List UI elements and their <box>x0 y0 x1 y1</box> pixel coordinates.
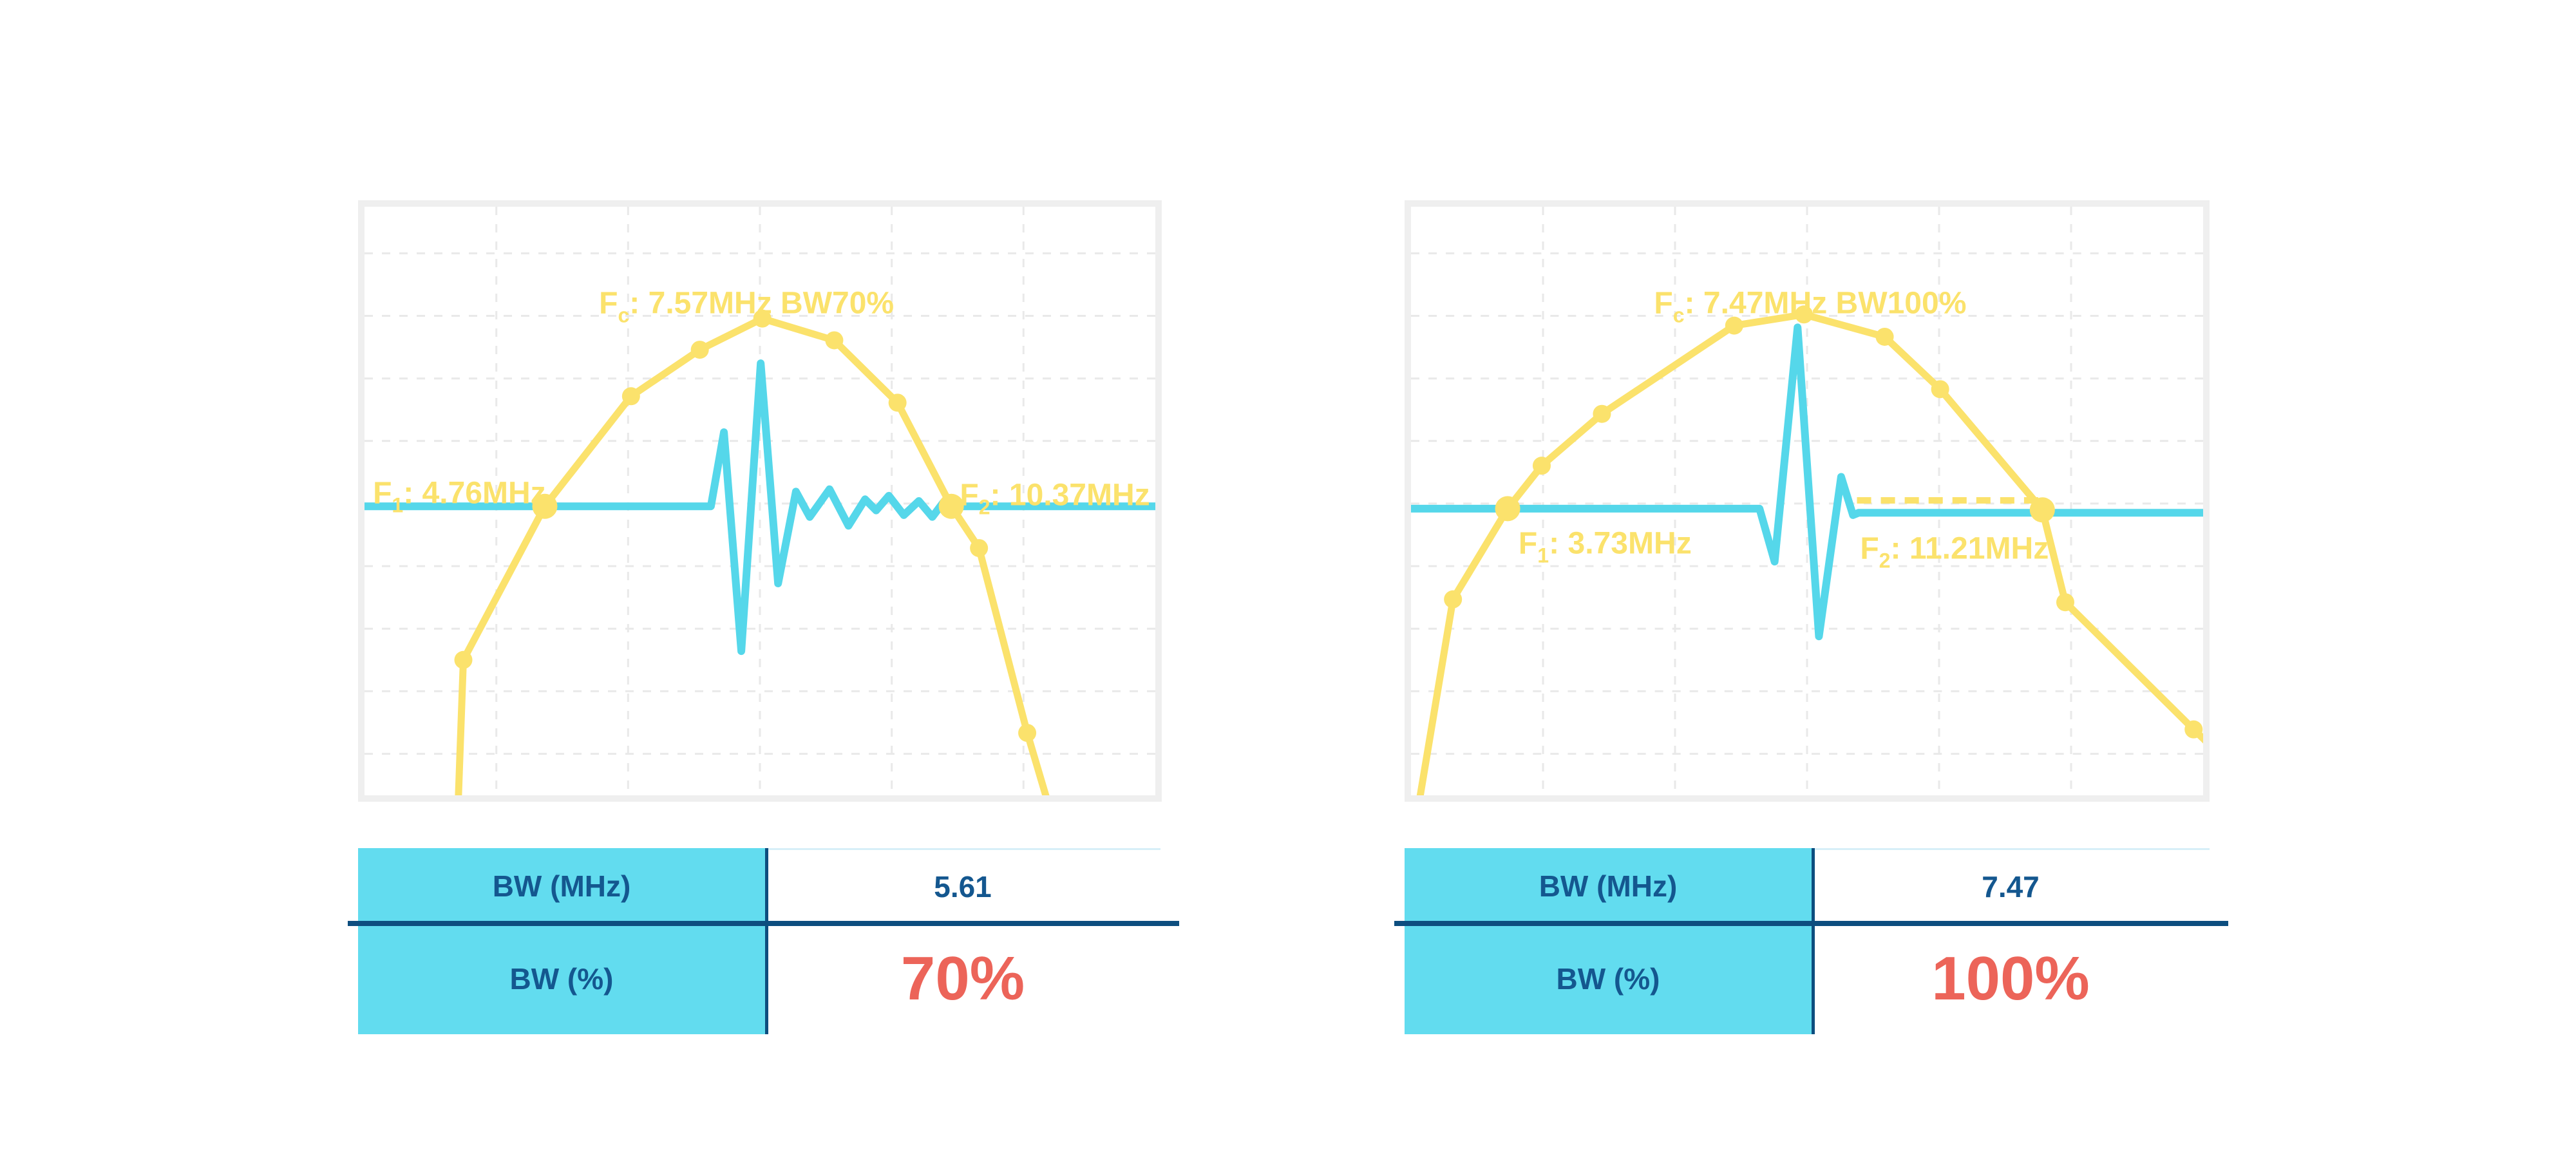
table-row: BW (%) 70% <box>358 923 1160 1034</box>
chart-bw70: Fc: 7.57MHz BW70% F1: 4.76MHz F2: 10.37MHz <box>358 200 1162 802</box>
f2-marker-dot <box>2029 497 2055 523</box>
fc-label: Fc: 7.57MHz BW70% <box>599 286 894 326</box>
bw-table-100: BW (MHz) 7.47 BW (%) 100% <box>1394 848 2228 1034</box>
table-column-divider <box>1812 848 1815 1034</box>
spectrum-dot <box>1795 305 1814 324</box>
table-row: BW (%) 100% <box>1405 923 2210 1034</box>
spectrum-dot <box>454 650 473 669</box>
spectrum-dot <box>1593 404 1611 423</box>
bw-mhz-label: BW (MHz) <box>1405 848 1812 923</box>
chart-bw100: Fc: 7.47MHz BW100% F1: 3.73MHz F2: 11.21MH… <box>1405 200 2210 802</box>
f2-marker-dot <box>938 493 964 519</box>
f2-label: F2: 11.21MHz <box>1860 532 2049 572</box>
spectrum-dot <box>621 387 640 406</box>
spectrum-dot <box>2184 720 2203 739</box>
bw-pct-label: BW (%) <box>358 923 765 1034</box>
bw-pct-value: 70% <box>900 944 1025 1013</box>
f1-marker-dot <box>532 493 558 519</box>
table-row: BW (MHz) 7.47 <box>1405 848 2210 923</box>
spectrum-dot <box>1725 316 1743 335</box>
f1-label: F1: 4.76MHz <box>373 477 546 517</box>
table-row: BW (MHz) 5.61 <box>358 848 1160 923</box>
bw-mhz-label: BW (MHz) <box>358 848 765 923</box>
bw-mhz-value: 5.61 <box>765 848 1160 923</box>
spectrum-dot <box>825 331 844 350</box>
spectrum-dot <box>1532 457 1551 475</box>
spectrum-dot <box>1931 380 1949 399</box>
spectrum-dot <box>970 539 989 558</box>
spectrum-curve <box>455 315 1050 795</box>
pulse-waveform <box>1411 323 2203 641</box>
spectrum-dot <box>1444 590 1463 609</box>
spectrum-dot <box>1018 724 1037 743</box>
chart-bw70-svg: Fc: 7.57MHz BW70% F1: 4.76MHz F2: 10.37MHz <box>365 207 1155 795</box>
bw-pct-label: BW (%) <box>1405 923 1812 1034</box>
f1-marker-dot <box>1495 496 1520 522</box>
spectrum-dot <box>888 393 907 412</box>
spectrum-dot <box>690 341 709 359</box>
bw-pct-value: 100% <box>1931 944 2090 1013</box>
chart-bw100-svg: Fc: 7.47MHz BW100% F1: 3.73MHz F2: 11.21MH… <box>1411 207 2203 795</box>
f2-label: F2: 10.37MHz <box>960 478 1150 518</box>
fc-label: Fc: 7.47MHz BW100% <box>1654 286 1966 326</box>
bw-mhz-value: 7.47 <box>1812 848 2210 923</box>
table-column-divider <box>765 848 768 1034</box>
table-row-separator <box>1394 921 2228 926</box>
f1-label: F1: 3.73MHz <box>1519 526 1692 567</box>
spectrum-dot <box>753 309 772 328</box>
spectrum-dot <box>1875 327 1894 346</box>
spectrum-dot <box>2056 593 2075 612</box>
bw-table-70: BW (MHz) 5.61 BW (%) 70% <box>348 848 1179 1034</box>
table-row-separator <box>348 921 1179 926</box>
